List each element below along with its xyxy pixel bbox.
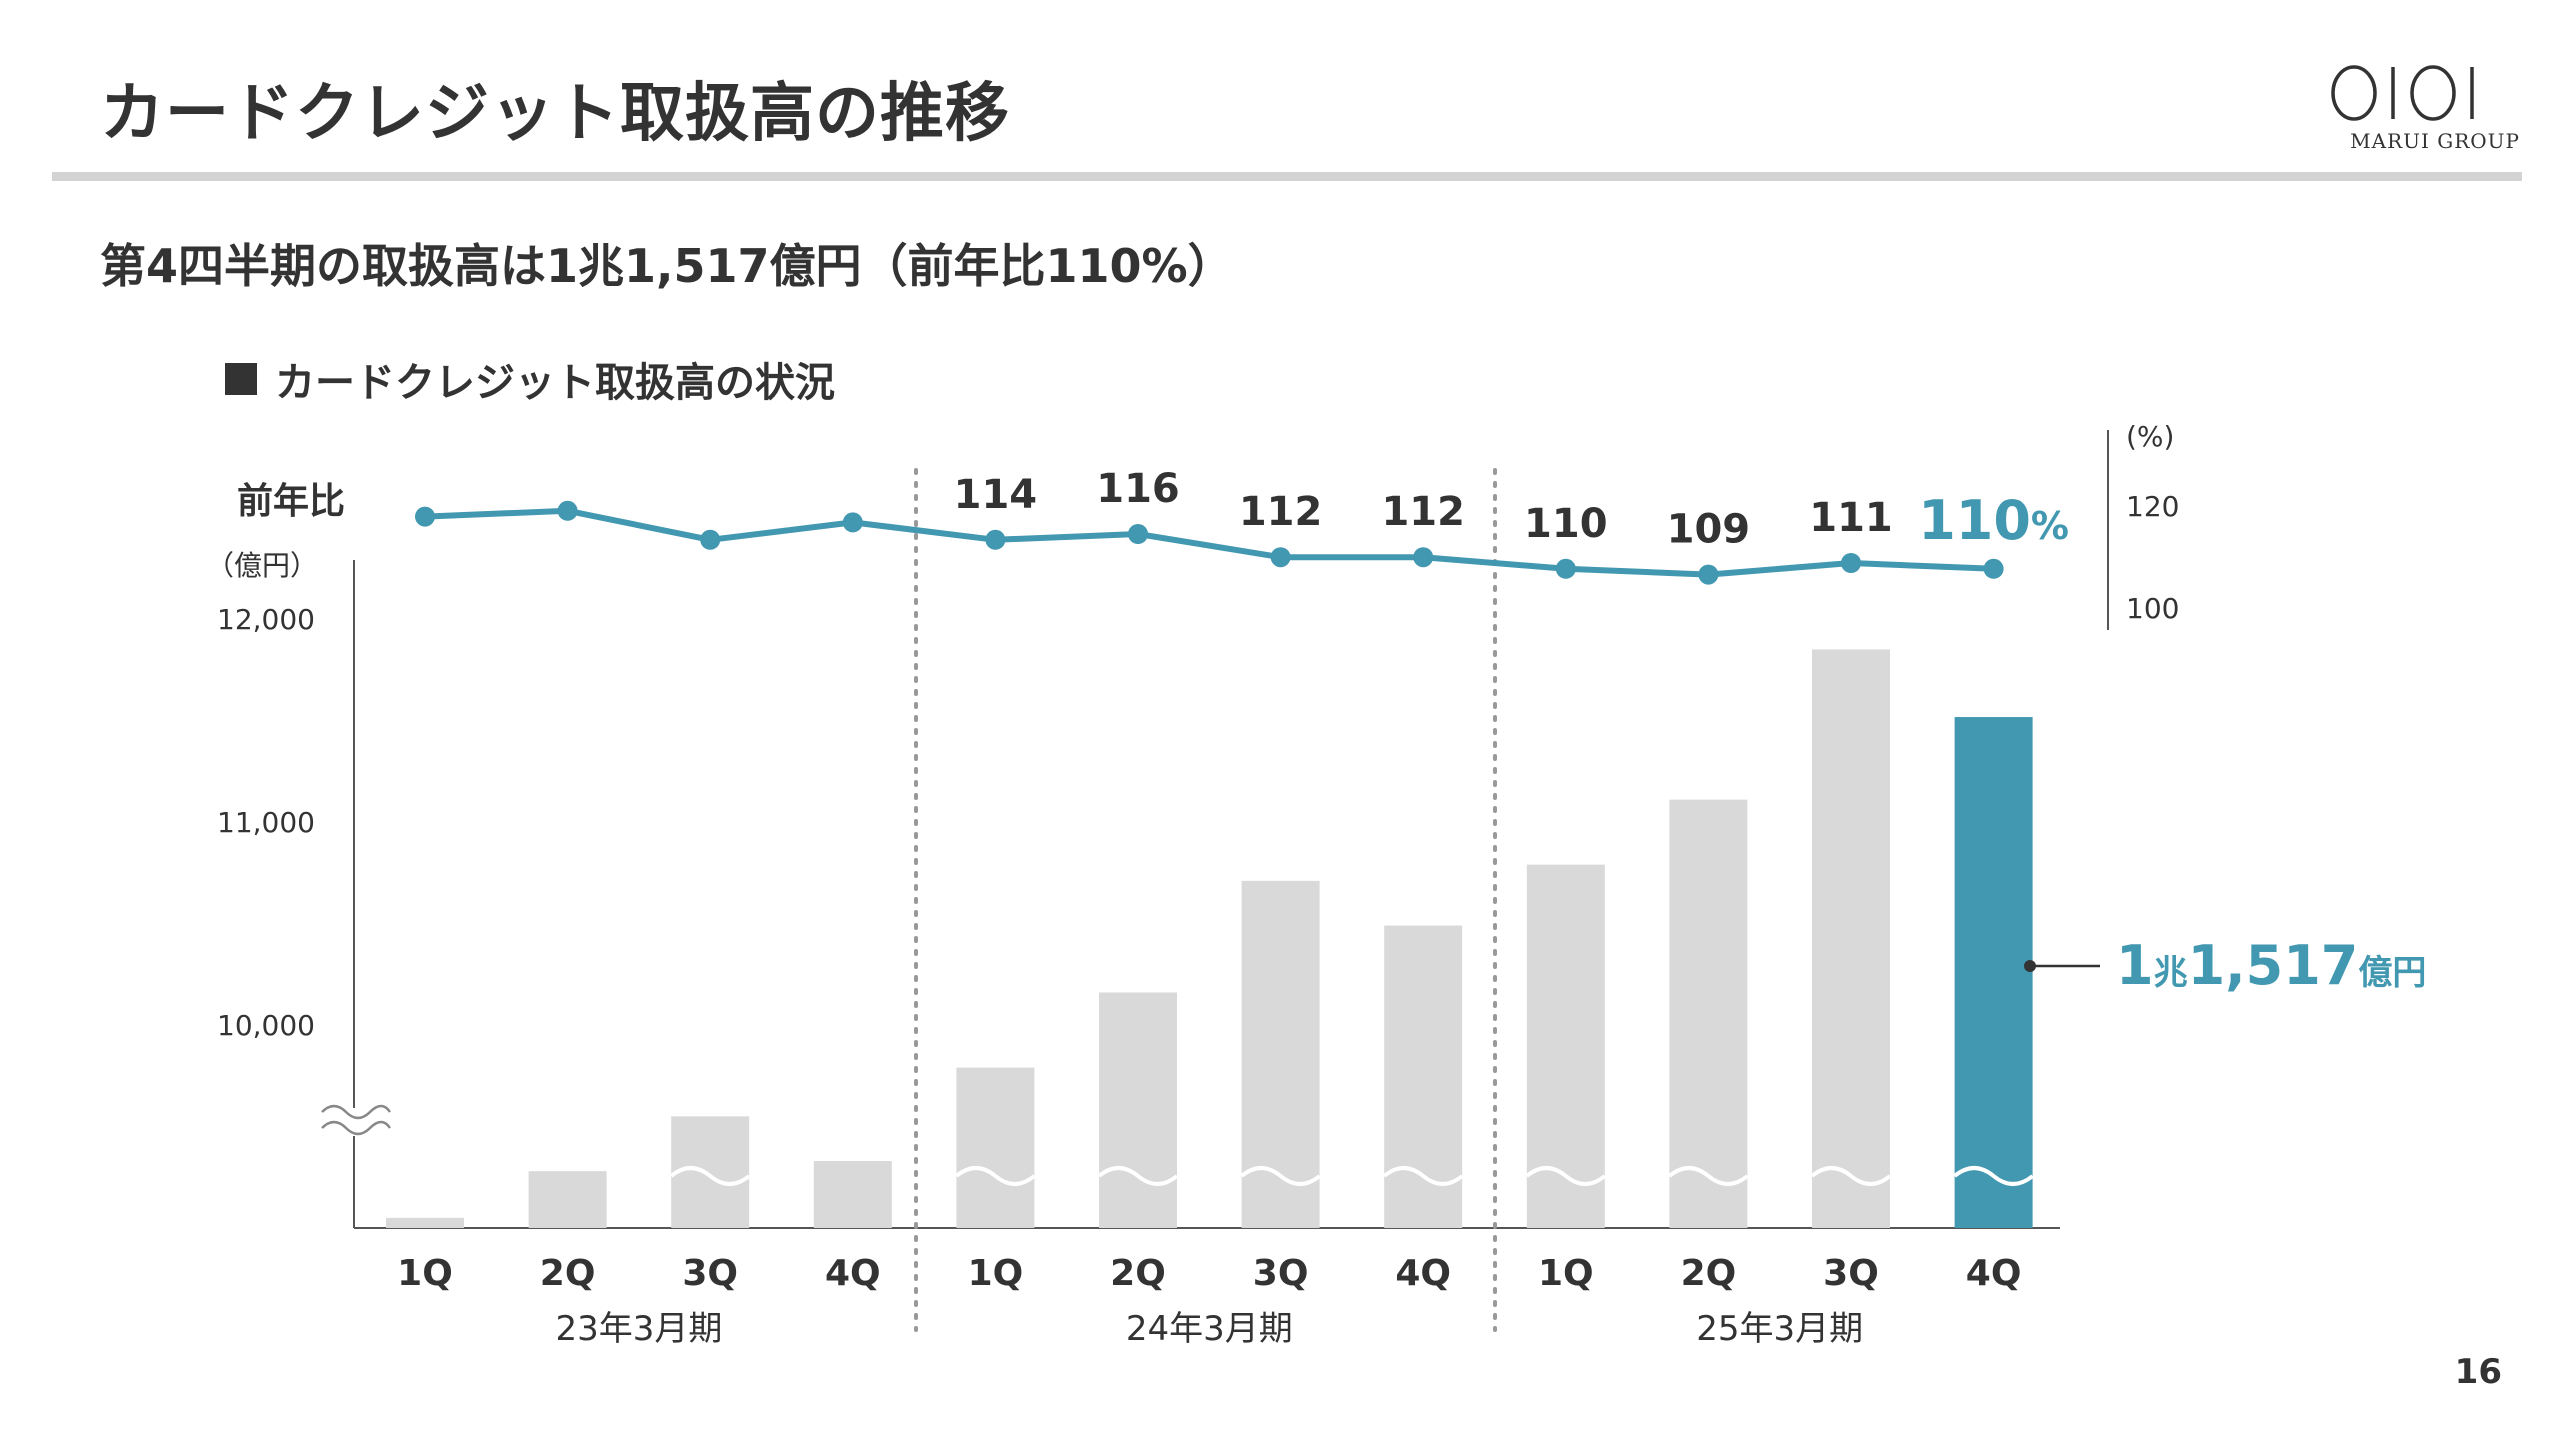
bar-break-icon bbox=[669, 1166, 751, 1186]
highlight-value-label: 1兆1,517億円 bbox=[2116, 934, 2426, 997]
x-group-label: 23年3月期 bbox=[555, 1309, 722, 1349]
yoy-point bbox=[1555, 558, 1576, 579]
x-tick-label: 1Q bbox=[1538, 1253, 1594, 1294]
yoy-value-label: 116 bbox=[1096, 466, 1180, 512]
yoy-point bbox=[1270, 547, 1291, 568]
title-divider bbox=[52, 172, 2522, 181]
yoy-point bbox=[1413, 547, 1434, 568]
line-series-label: 前年比 bbox=[237, 481, 345, 522]
axis-break-icon bbox=[321, 1120, 392, 1136]
bar bbox=[813, 1161, 892, 1228]
x-group-label: 25年3月期 bbox=[1696, 1309, 1863, 1349]
x-tick-label: 2Q bbox=[1681, 1253, 1737, 1294]
x-tick-label: 4Q bbox=[825, 1253, 881, 1294]
bar-break-icon bbox=[1810, 1166, 1892, 1186]
yoy-value-label: 110 bbox=[1524, 501, 1608, 547]
yoy-point bbox=[1128, 524, 1148, 544]
bar bbox=[1099, 992, 1177, 1228]
yoy-line bbox=[424, 507, 1994, 578]
yoy-point bbox=[557, 500, 578, 521]
x-tick-label: 4Q bbox=[1395, 1253, 1451, 1294]
x-tick-label: 1Q bbox=[397, 1253, 453, 1294]
right-axis-tick-label: 120 bbox=[2126, 490, 2179, 523]
x-tick-label: 3Q bbox=[1253, 1253, 1309, 1294]
yoy-point bbox=[985, 529, 1006, 550]
y-tick-label: 10,000 bbox=[217, 1009, 315, 1042]
y-tick-label: 12,000 bbox=[217, 603, 315, 636]
x-tick-label: 3Q bbox=[1823, 1253, 1879, 1294]
yoy-point bbox=[700, 529, 721, 550]
yoy-point bbox=[842, 512, 863, 533]
bar-break-icon bbox=[1668, 1166, 1749, 1186]
bar bbox=[1669, 799, 1748, 1228]
page-title: カードクレジット取扱高の推移 bbox=[100, 77, 1010, 151]
page-number: 16 bbox=[2454, 1352, 2502, 1392]
bar bbox=[1812, 649, 1890, 1228]
x-tick-label: 1Q bbox=[968, 1253, 1024, 1294]
logo-text: MARUI GROUP bbox=[2350, 129, 2520, 153]
bar-break-icon bbox=[1097, 1166, 1179, 1186]
y-axis-unit-label: （億円） bbox=[206, 549, 318, 582]
bar-break-icon bbox=[1240, 1166, 1321, 1186]
bar-break-icon bbox=[1382, 1166, 1464, 1186]
yoy-value-label: 111 bbox=[1809, 495, 1893, 541]
x-tick-label: 2Q bbox=[540, 1253, 596, 1294]
x-tick-label: 3Q bbox=[682, 1253, 738, 1294]
section-bullet-icon bbox=[225, 363, 257, 395]
yoy-point bbox=[1841, 553, 1861, 573]
yoy-value-label: 112 bbox=[1381, 489, 1465, 535]
marui-group-logo: MARUI GROUP bbox=[2331, 65, 2520, 153]
bar-break-icon bbox=[1953, 1166, 2034, 1186]
section-heading: カードクレジット取扱高の状況 bbox=[225, 350, 835, 408]
yoy-point bbox=[1698, 564, 1719, 585]
bar-break-icon bbox=[1525, 1166, 1607, 1186]
x-tick-label: 2Q bbox=[1110, 1253, 1166, 1294]
yoy-point bbox=[1983, 558, 2004, 579]
yoy-point bbox=[415, 506, 435, 527]
section-title: カードクレジット取扱高の状況 bbox=[275, 360, 835, 406]
right-axis-unit-label: (%) bbox=[2126, 420, 2174, 453]
right-axis-tick-label: 100 bbox=[2126, 592, 2179, 625]
yoy-value-label: 112 bbox=[1239, 489, 1323, 535]
bar bbox=[956, 1067, 1035, 1228]
yoy-last-value-label: 110% bbox=[1918, 489, 2069, 552]
bar bbox=[671, 1116, 750, 1228]
bar bbox=[386, 1217, 464, 1228]
bar bbox=[528, 1171, 607, 1228]
yoy-value-label: 109 bbox=[1667, 507, 1751, 553]
subtitle: 第4四半期の取扱高は1兆1,517億円（前年比110%） bbox=[100, 239, 1234, 293]
bar bbox=[1954, 717, 2033, 1228]
bar-break-icon bbox=[955, 1166, 1036, 1186]
yoy-value-label: 114 bbox=[954, 472, 1038, 518]
axis-break-icon bbox=[321, 1104, 392, 1120]
x-group-label: 24年3月期 bbox=[1126, 1309, 1293, 1349]
y-tick-label: 11,000 bbox=[217, 806, 315, 839]
x-tick-label: 4Q bbox=[1966, 1253, 2022, 1294]
